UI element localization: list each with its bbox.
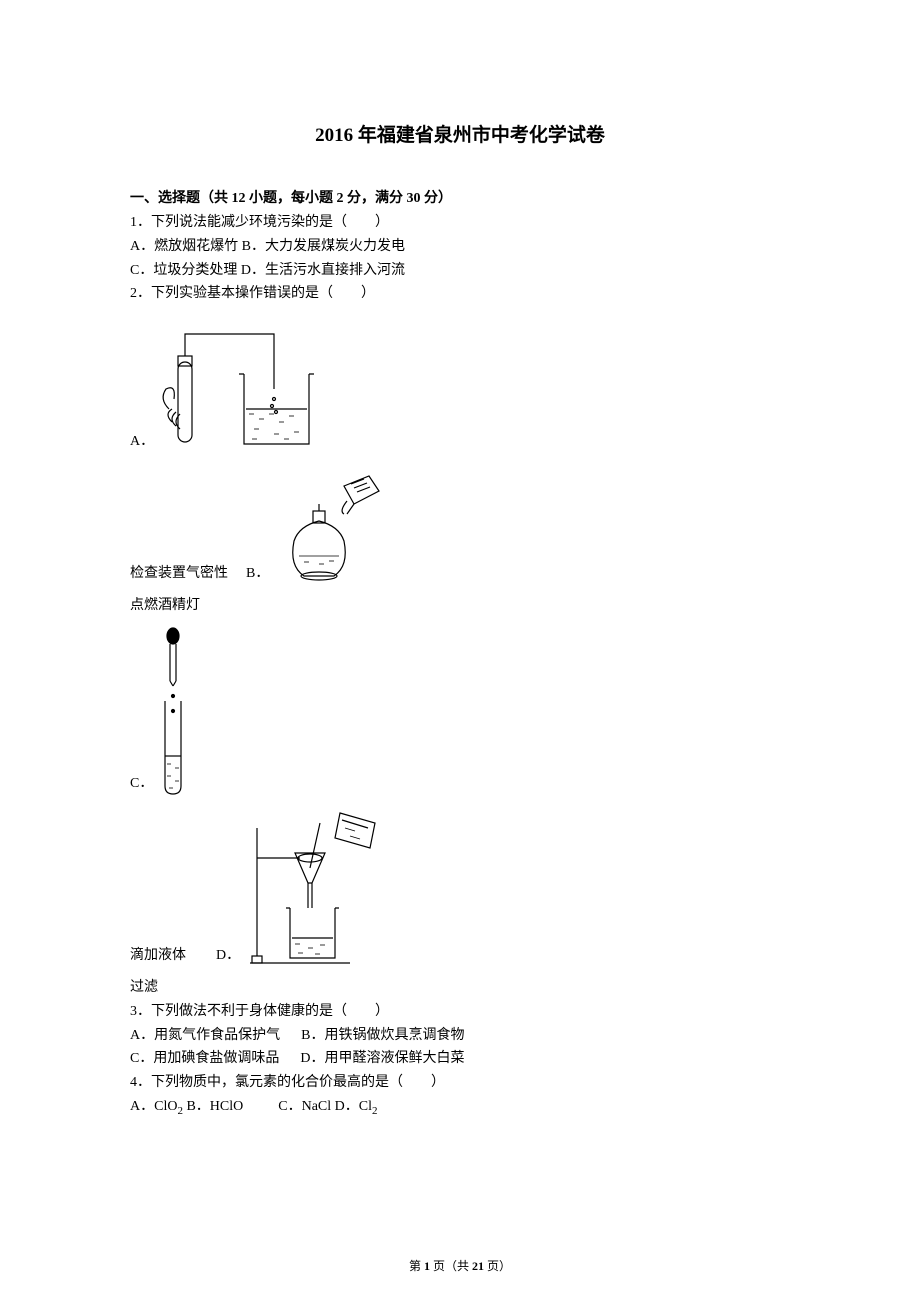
q1-opt-a: A．燃放烟花爆竹 (130, 239, 238, 254)
q4-opt-b: B．HClO (186, 1099, 243, 1114)
q2-caption-d: 过滤 (130, 976, 790, 1000)
q4-opt-a: A．ClO2 (130, 1099, 183, 1114)
diagram-airtightness (154, 314, 324, 454)
q2-label-a: A． (130, 430, 154, 454)
q1-opt-c: C．垃圾分类处理 (130, 263, 237, 278)
section-header: 一、选择题（共 12 小题，每小题 2 分，满分 30 分） (130, 187, 790, 207)
diagram-filtration (240, 808, 410, 968)
q3-opt-d: D．用甲醛溶液保鲜大白菜 (300, 1051, 464, 1066)
q3-options-row1: A．用氮气作食品保护气 B．用铁锅做炊具烹调食物 (130, 1024, 790, 1048)
q2-stem: 2．下列实验基本操作错误的是（ ） (130, 282, 790, 306)
q1-options-row1: A．燃放烟花爆竹 B．大力发展煤炭火力发电 (130, 235, 790, 259)
q4-opt-c: C．NaCl (278, 1099, 331, 1114)
q4-stem: 4．下列物质中，氯元素的化合价最高的是（ ） (130, 1071, 790, 1095)
q3-opt-c: C．用加碘食盐做调味品 (130, 1051, 279, 1066)
q3-stem: 3．下列做法不利于身体健康的是（ ） (130, 1000, 790, 1024)
q2-caption-a: 检查装置气密性 (130, 562, 228, 586)
q2-label-b: B． (246, 562, 269, 586)
q3-options-row2: C．用加碘食盐做调味品 D．用甲醛溶液保鲜大白菜 (130, 1047, 790, 1071)
q3-opt-a: A．用氮气作食品保护气 (130, 1028, 280, 1043)
q1-options-row2: C．垃圾分类处理 D．生活污水直接排入河流 (130, 259, 790, 283)
diagram-alcohol-lamp (269, 466, 389, 586)
q2-label-c: C． (130, 772, 153, 796)
q1-stem: 1．下列说法能减少环境污染的是（ ） (130, 211, 790, 235)
page-title: 2016 年福建省泉州市中考化学试卷 (130, 120, 790, 147)
q4-options: A．ClO2 B．HClO C．NaCl D．Cl2 (130, 1095, 790, 1120)
q1-opt-b: B．大力发展煤炭火力发电 (242, 239, 405, 254)
q2-caption-c: 滴加液体 (130, 944, 186, 968)
q2-label-d: D． (216, 944, 240, 968)
q4-opt-d: D．Cl2 (335, 1099, 378, 1114)
page-footer: 第 1 页（共 21 页） (0, 1257, 920, 1274)
q2-caption-b: 点燃酒精灯 (130, 594, 790, 618)
q3-opt-b: B．用铁锅做炊具烹调食物 (301, 1028, 464, 1043)
diagram-dropper (153, 626, 193, 796)
q1-opt-d: D．生活污水直接排入河流 (241, 263, 405, 278)
